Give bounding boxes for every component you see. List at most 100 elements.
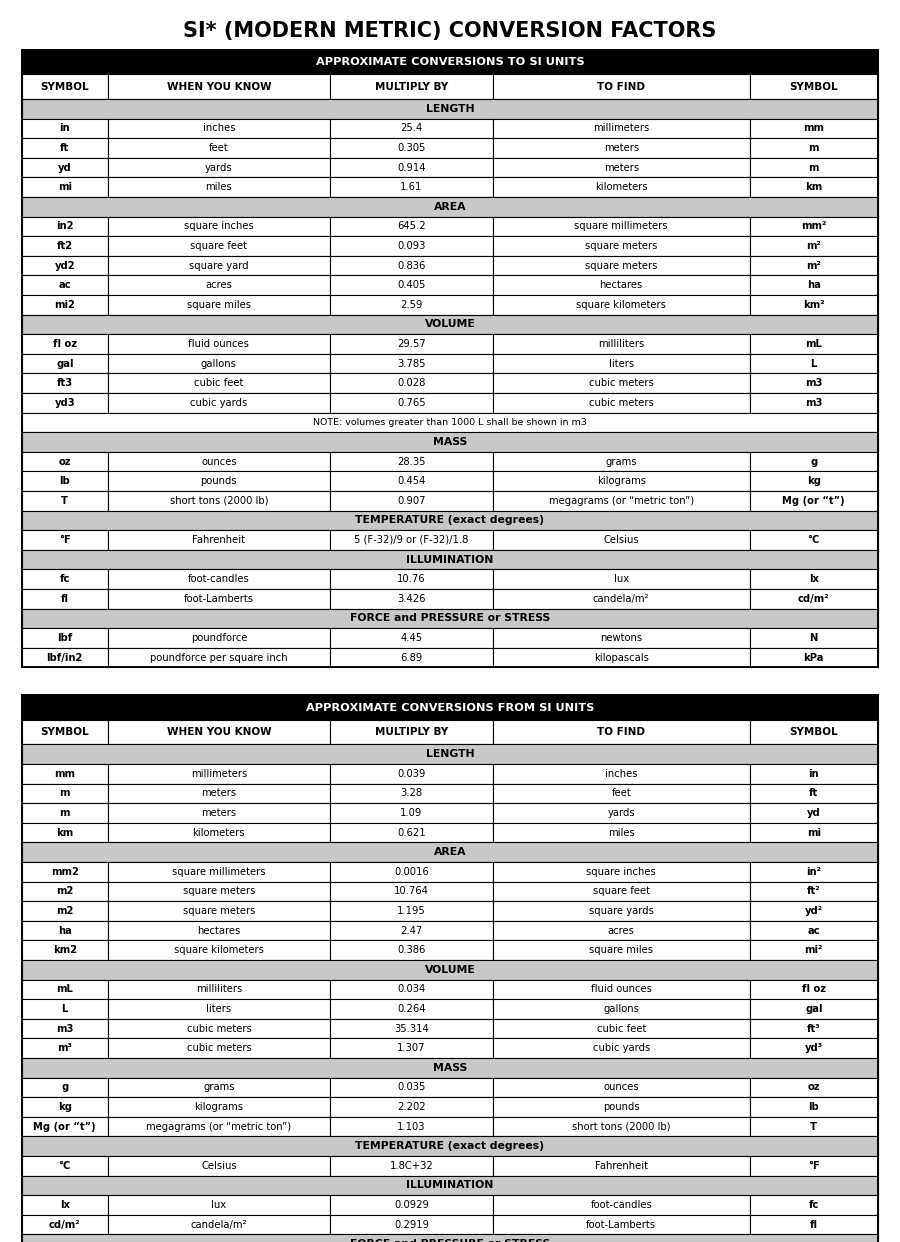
Bar — [330, 236, 493, 256]
Text: Celsius: Celsius — [201, 1161, 237, 1171]
Bar — [750, 374, 878, 392]
Text: MULTIPLY BY: MULTIPLY BY — [375, 82, 448, 92]
Bar — [108, 354, 330, 374]
Text: LENGTH: LENGTH — [426, 749, 474, 759]
Bar — [108, 764, 330, 784]
Text: m2: m2 — [56, 905, 74, 917]
Bar — [750, 354, 878, 374]
Bar — [330, 334, 493, 354]
Bar — [330, 1195, 493, 1215]
Bar — [22, 862, 108, 882]
Text: 2.202: 2.202 — [397, 1102, 426, 1112]
Text: 1.103: 1.103 — [397, 1122, 426, 1131]
Bar — [493, 256, 750, 276]
Bar — [750, 1195, 878, 1215]
Bar — [750, 784, 878, 804]
Text: newtons: newtons — [600, 633, 643, 643]
Text: km2: km2 — [53, 945, 76, 955]
Bar — [108, 236, 330, 256]
Bar — [330, 882, 493, 902]
Text: mm²: mm² — [801, 221, 826, 231]
Text: Celsius: Celsius — [603, 535, 639, 545]
Bar — [493, 589, 750, 609]
Bar — [22, 374, 108, 392]
Bar — [493, 902, 750, 920]
Bar — [22, 784, 108, 804]
Bar — [22, 256, 108, 276]
Text: liters: liters — [608, 359, 634, 369]
Bar — [330, 452, 493, 472]
Bar — [108, 1038, 330, 1058]
Bar — [330, 491, 493, 510]
Text: yards: yards — [608, 809, 635, 818]
Bar — [493, 1000, 750, 1018]
Bar — [22, 940, 108, 960]
Bar — [750, 256, 878, 276]
Bar — [330, 862, 493, 882]
Text: lux: lux — [212, 1200, 227, 1210]
Text: oz: oz — [58, 457, 71, 467]
Bar — [22, 1038, 108, 1058]
Text: 0.0016: 0.0016 — [394, 867, 429, 877]
Bar — [108, 569, 330, 589]
Bar — [22, 882, 108, 902]
Text: cubic yards: cubic yards — [592, 1043, 650, 1053]
Text: yd³: yd³ — [805, 1043, 823, 1053]
Text: square feet: square feet — [191, 241, 248, 251]
Bar — [22, 569, 108, 589]
Text: gal: gal — [805, 1004, 823, 1013]
Bar — [750, 491, 878, 510]
Text: ft: ft — [60, 143, 69, 153]
Bar — [108, 1078, 330, 1097]
Text: mi: mi — [58, 183, 72, 193]
Text: 25.4: 25.4 — [400, 123, 423, 133]
Bar — [22, 720, 108, 744]
Bar — [108, 720, 330, 744]
Text: 0.454: 0.454 — [397, 476, 426, 486]
Bar — [750, 862, 878, 882]
Bar — [750, 75, 878, 99]
Text: square meters: square meters — [183, 887, 255, 897]
Text: 1.195: 1.195 — [397, 905, 426, 917]
Text: ha: ha — [807, 281, 821, 291]
Text: 1.8C+32: 1.8C+32 — [390, 1161, 434, 1171]
Bar — [493, 628, 750, 648]
Bar — [750, 178, 878, 197]
Text: 0.264: 0.264 — [397, 1004, 426, 1013]
Bar — [108, 822, 330, 842]
Text: milliliters: milliliters — [196, 985, 242, 995]
Text: °F: °F — [808, 1161, 820, 1171]
Bar — [22, 491, 108, 510]
Text: FORCE and PRESSURE or STRESS: FORCE and PRESSURE or STRESS — [350, 614, 550, 623]
Bar — [330, 256, 493, 276]
Text: poundforce: poundforce — [191, 633, 248, 643]
Text: ft3: ft3 — [57, 379, 73, 389]
Text: 28.35: 28.35 — [397, 457, 426, 467]
Bar — [330, 1078, 493, 1097]
Text: m²: m² — [806, 241, 821, 251]
Text: 10.76: 10.76 — [397, 574, 426, 584]
Text: meters: meters — [604, 163, 639, 173]
Text: Fahrenheit: Fahrenheit — [595, 1161, 648, 1171]
Text: foot-candles: foot-candles — [188, 574, 250, 584]
Text: 0.914: 0.914 — [397, 163, 426, 173]
Bar — [108, 276, 330, 296]
Bar — [22, 1000, 108, 1018]
Bar — [493, 216, 750, 236]
Text: lx: lx — [59, 1200, 70, 1210]
Bar — [330, 648, 493, 667]
Bar — [22, 842, 878, 862]
Bar — [108, 862, 330, 882]
Bar — [330, 902, 493, 920]
Text: °C: °C — [807, 535, 820, 545]
Bar — [22, 530, 108, 550]
Bar — [493, 334, 750, 354]
Text: T: T — [810, 1122, 817, 1131]
Text: TO FIND: TO FIND — [598, 727, 645, 738]
Text: mi²: mi² — [805, 945, 823, 955]
Bar — [22, 1097, 108, 1117]
Text: square millimeters: square millimeters — [172, 867, 266, 877]
Bar — [108, 1156, 330, 1176]
Text: ac: ac — [807, 925, 820, 935]
Bar — [330, 1000, 493, 1018]
